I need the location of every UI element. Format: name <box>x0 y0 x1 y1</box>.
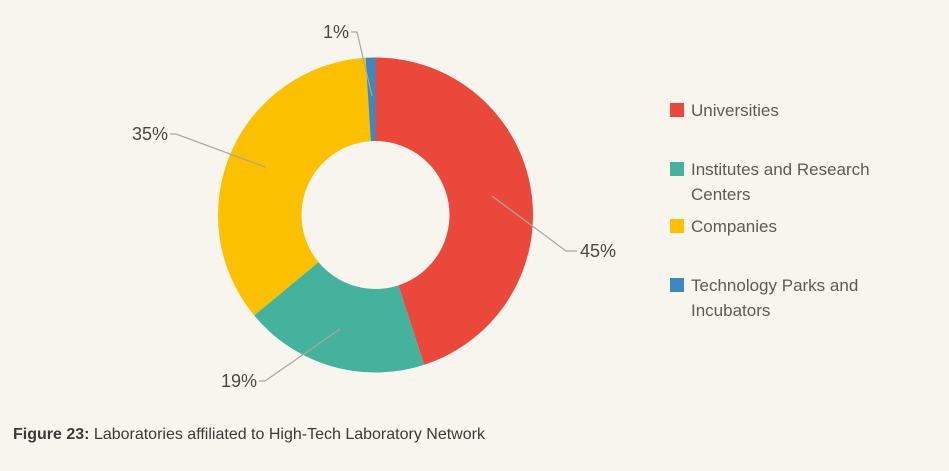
pie-slice-companies <box>218 57 371 316</box>
callout-line-institutes <box>259 328 341 382</box>
legend-item-companies: Companies <box>670 214 886 239</box>
figure-caption-prefix: Figure 23: <box>13 426 90 443</box>
legend-swatch-technology-parks <box>670 278 684 292</box>
legend-label-technology-parks: Technology Parks and Incubators <box>691 276 859 320</box>
legend-swatch-companies <box>670 219 684 233</box>
callout-line-companies <box>170 133 266 168</box>
callout-line-universities <box>491 195 577 252</box>
callout-line-technology-parks <box>351 31 373 97</box>
pie-slice-institutes-and-research-centers <box>254 262 425 373</box>
data-label-universities: 45% <box>580 241 617 261</box>
chart-legend: Universities Institutes and Research Cen… <box>670 0 900 471</box>
legend-item-universities: Universities <box>670 98 886 123</box>
legend-label-companies: Companies <box>691 217 777 236</box>
legend-swatch-universities <box>670 103 684 117</box>
legend-swatch-institutes <box>670 162 684 176</box>
legend-item-institutes: Institutes and Research Centers <box>670 157 886 207</box>
pie-slice-universities <box>375 57 533 365</box>
legend-item-technology-parks: Technology Parks and Incubators <box>670 273 886 323</box>
figure-caption-text: Laboratories affiliated to High-Tech Lab… <box>89 426 485 443</box>
data-label-institutes: 19% <box>220 371 257 391</box>
legend-label-universities: Universities <box>691 101 779 120</box>
data-label-technology-parks: 1% <box>322 22 349 42</box>
figure-caption: Figure 23: Laboratories affiliated to Hi… <box>13 425 485 444</box>
data-label-companies: 35% <box>131 124 168 144</box>
legend-label-institutes: Institutes and Research Centers <box>691 160 870 204</box>
